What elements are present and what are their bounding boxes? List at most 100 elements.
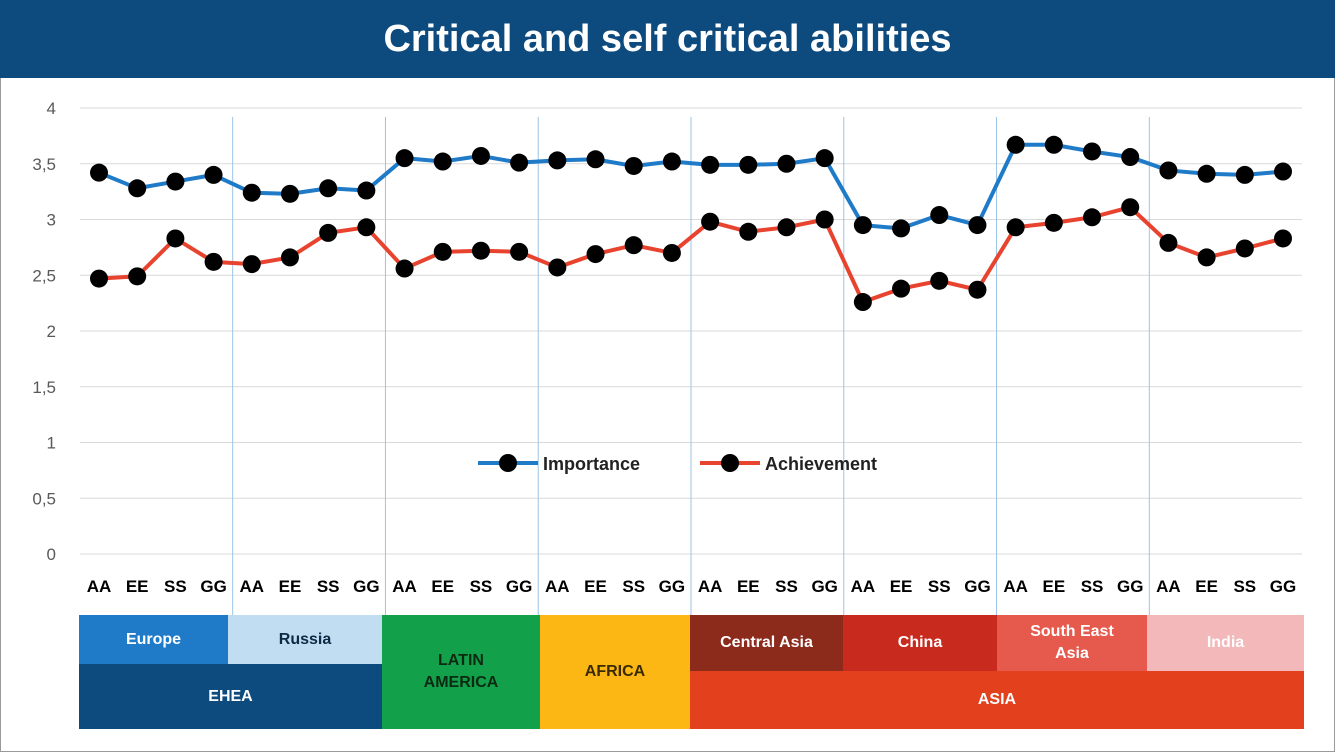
data-point-importance (701, 155, 720, 174)
data-point-importance (433, 152, 452, 171)
region-india: India (1147, 615, 1304, 671)
x-tick-label: EE (1042, 577, 1065, 596)
data-point-importance (1274, 162, 1292, 181)
x-tick-label: EE (1195, 577, 1218, 596)
data-point-achievement (624, 236, 643, 255)
data-point-achievement (319, 223, 338, 242)
data-point-importance (930, 206, 949, 225)
data-point-achievement (280, 248, 299, 267)
x-tick-label: GG (353, 577, 379, 596)
data-point-importance (1083, 142, 1102, 161)
data-point-importance (90, 163, 108, 182)
region-south-east-asia: South East Asia (997, 615, 1147, 671)
data-point-achievement (777, 218, 796, 237)
data-point-importance (1197, 164, 1216, 183)
data-point-achievement (815, 210, 834, 229)
x-tick-label: AA (851, 577, 876, 596)
x-tick-label: SS (1233, 577, 1256, 596)
data-point-achievement (90, 269, 108, 288)
data-point-achievement (1121, 198, 1140, 217)
x-tick-label: EE (890, 577, 913, 596)
x-tick-label: AA (239, 577, 264, 596)
x-tick-label: GG (811, 577, 837, 596)
data-point-achievement (204, 252, 223, 271)
data-point-importance (395, 149, 414, 168)
data-point-achievement (853, 293, 872, 312)
data-point-achievement (357, 218, 376, 237)
x-tick-label: SS (928, 577, 951, 596)
data-point-achievement (128, 267, 147, 286)
x-tick-label: AA (1003, 577, 1028, 596)
data-point-achievement (548, 258, 567, 277)
data-point-importance (242, 183, 261, 202)
data-point-importance (662, 152, 681, 171)
region-china: China (843, 615, 997, 671)
data-point-importance (892, 219, 911, 238)
data-point-achievement (1044, 213, 1063, 232)
x-tick-label: EE (279, 577, 302, 596)
chart-title: Critical and self critical abilities (383, 17, 952, 60)
legend-label-importance: Importance (543, 454, 640, 474)
legend-marker-achievement (721, 454, 739, 472)
legend-marker-importance (499, 454, 517, 472)
data-point-achievement (166, 229, 185, 248)
data-point-importance (166, 172, 185, 191)
data-point-achievement (1274, 229, 1292, 248)
data-point-achievement (701, 212, 720, 231)
x-tick-label: GG (200, 577, 226, 596)
data-point-achievement (968, 280, 987, 299)
x-tick-label: AA (1156, 577, 1181, 596)
x-tick-label: GG (1270, 577, 1296, 596)
data-point-importance (319, 179, 338, 198)
data-point-achievement (510, 242, 529, 261)
data-point-importance (1121, 148, 1140, 167)
x-tick-label: SS (317, 577, 340, 596)
data-point-achievement (1159, 233, 1178, 252)
y-tick-label: 2 (47, 322, 56, 341)
x-tick-label: EE (737, 577, 760, 596)
data-point-achievement (1235, 239, 1254, 258)
region-latin-america: LATIN AMERICA (382, 615, 540, 729)
x-tick-label: EE (584, 577, 607, 596)
region-europe: Europe (79, 615, 228, 664)
data-point-achievement (892, 279, 911, 298)
x-tick-label: SS (622, 577, 645, 596)
data-point-importance (280, 184, 299, 203)
data-point-importance (586, 150, 605, 169)
x-tick-label: GG (659, 577, 685, 596)
data-point-importance (548, 151, 567, 170)
y-tick-label: 4 (47, 99, 56, 118)
data-point-importance (1159, 161, 1178, 180)
data-point-achievement (1006, 218, 1025, 237)
y-tick-label: 1,5 (32, 378, 56, 397)
data-point-achievement (1197, 248, 1216, 267)
data-point-importance (624, 156, 643, 175)
data-point-importance (204, 165, 223, 184)
data-point-importance (968, 216, 987, 235)
x-tick-label: AA (545, 577, 570, 596)
data-point-importance (510, 153, 529, 172)
data-point-achievement (662, 243, 681, 262)
data-point-achievement (930, 271, 949, 290)
title-bar: Critical and self critical abilities (0, 0, 1335, 78)
data-point-achievement (586, 245, 605, 264)
data-point-importance (815, 149, 834, 168)
y-tick-label: 2,5 (32, 266, 56, 285)
data-point-importance (1044, 135, 1063, 154)
data-point-achievement (1083, 208, 1102, 227)
data-point-importance (739, 155, 758, 174)
data-point-importance (777, 154, 796, 173)
x-tick-label: GG (964, 577, 990, 596)
x-tick-label: GG (1117, 577, 1143, 596)
data-point-achievement (471, 241, 490, 260)
x-tick-label: SS (164, 577, 187, 596)
y-tick-label: 1 (47, 434, 56, 453)
region-russia: Russia (228, 615, 382, 664)
region-central-asia: Central Asia (690, 615, 843, 671)
data-point-achievement (433, 242, 452, 261)
data-point-importance (1006, 135, 1025, 154)
y-tick-label: 0,5 (32, 489, 56, 508)
data-point-achievement (242, 255, 261, 274)
x-tick-label: AA (87, 577, 112, 596)
x-tick-label: SS (470, 577, 493, 596)
